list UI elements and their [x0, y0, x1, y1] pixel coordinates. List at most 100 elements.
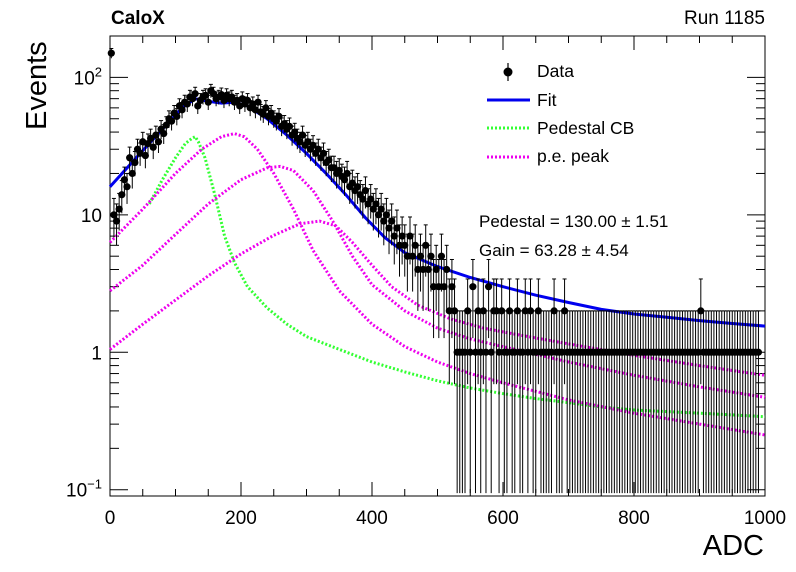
data-point [291, 128, 299, 136]
data-point [443, 265, 451, 274]
x-tick-label: 200 [225, 508, 257, 529]
data-point [469, 283, 477, 291]
y-tick-exponent: 2 [95, 64, 102, 79]
y-tick-exponent: −1 [87, 477, 102, 492]
data-point [560, 307, 569, 315]
data-point [532, 348, 540, 356]
pe-peak-curve [109, 164, 766, 399]
data-point [401, 241, 409, 249]
data-point [131, 158, 139, 167]
data-point [403, 252, 411, 260]
data-point [118, 191, 126, 199]
data-point [167, 117, 176, 125]
data-point [325, 156, 333, 164]
data-point [395, 241, 404, 249]
data-point [367, 195, 375, 203]
fit-result-pedestal: Pedestal = 130.00 ± 1.51 [479, 212, 669, 231]
data-point [448, 283, 456, 291]
data-point [513, 307, 522, 315]
fit-result-gain: Gain = 63.28 ± 4.54 [479, 241, 629, 260]
data-point [503, 348, 511, 356]
data-point [487, 348, 495, 356]
data-point [414, 265, 422, 274]
experiment-label: CaloX [111, 8, 165, 29]
data-point [697, 307, 705, 315]
y-tick-label: 10−1 [66, 477, 102, 502]
data-point [694, 348, 702, 356]
data-point [474, 307, 482, 315]
y-axis-label: Events [21, 41, 53, 130]
legend-mark-data [503, 67, 513, 77]
x-tick-label: 1000 [744, 508, 786, 529]
data-point [110, 211, 118, 219]
data-point [385, 224, 393, 232]
legend-label-data: Data [537, 61, 574, 81]
data-point [202, 91, 210, 99]
data-point [511, 348, 519, 356]
pe-peak-curve [109, 219, 766, 377]
data-point [416, 252, 425, 260]
data-point [162, 121, 170, 129]
data-point [112, 217, 121, 225]
data-point [296, 138, 304, 146]
data-point [359, 195, 367, 203]
data-point [160, 129, 168, 138]
data-point [343, 169, 351, 178]
data-point [547, 348, 556, 356]
data-point [409, 252, 417, 260]
data-point [382, 211, 391, 219]
data-point [484, 283, 493, 291]
data-point [340, 176, 349, 184]
y-tick-base: 10 [66, 481, 87, 502]
y-tick-label: 102 [74, 64, 102, 89]
data-point [471, 348, 480, 356]
data-point [178, 106, 186, 114]
data-point [477, 348, 485, 356]
data-point [419, 265, 427, 274]
data-point [495, 348, 503, 356]
data-point [353, 183, 362, 191]
data-point [115, 205, 123, 213]
x-tick-label: 600 [487, 508, 519, 529]
data-point [390, 232, 398, 240]
data-point [411, 241, 419, 249]
data-point [466, 348, 474, 356]
data-point [262, 104, 270, 112]
data-point [550, 307, 558, 315]
legend-label-pe-peak: p.e. peak [537, 146, 609, 166]
data-point [191, 90, 199, 98]
data-point [374, 211, 383, 219]
data-point [526, 307, 535, 315]
y-tick-label: 1 [91, 343, 102, 364]
data-point [123, 183, 131, 191]
data-point [128, 169, 136, 178]
data-point [285, 122, 294, 130]
data-point [141, 151, 149, 160]
legend-label-pedestal: Pedestal CB [537, 118, 635, 138]
data-point [107, 49, 115, 57]
data-point [204, 98, 212, 106]
data-point [173, 112, 181, 121]
data-point [377, 205, 385, 213]
data-point [194, 102, 202, 110]
data-point [432, 265, 440, 274]
run-label: Run 1185 [684, 8, 765, 29]
data-point [309, 141, 317, 149]
data-point [298, 131, 307, 139]
data-point [461, 348, 469, 356]
data-point [440, 283, 448, 291]
data-point [427, 252, 435, 260]
data-point [348, 179, 356, 187]
data-point [154, 138, 163, 146]
legend-label-fit: Fit [537, 90, 557, 110]
x-axis-label: ADC [702, 530, 764, 562]
data-points [107, 47, 763, 494]
data-point [445, 307, 453, 315]
data-point [754, 348, 763, 356]
x-tick-label: 800 [618, 508, 650, 529]
data-point [558, 348, 566, 356]
data-point [372, 200, 380, 208]
data-point [335, 166, 343, 175]
data-point [152, 131, 160, 139]
